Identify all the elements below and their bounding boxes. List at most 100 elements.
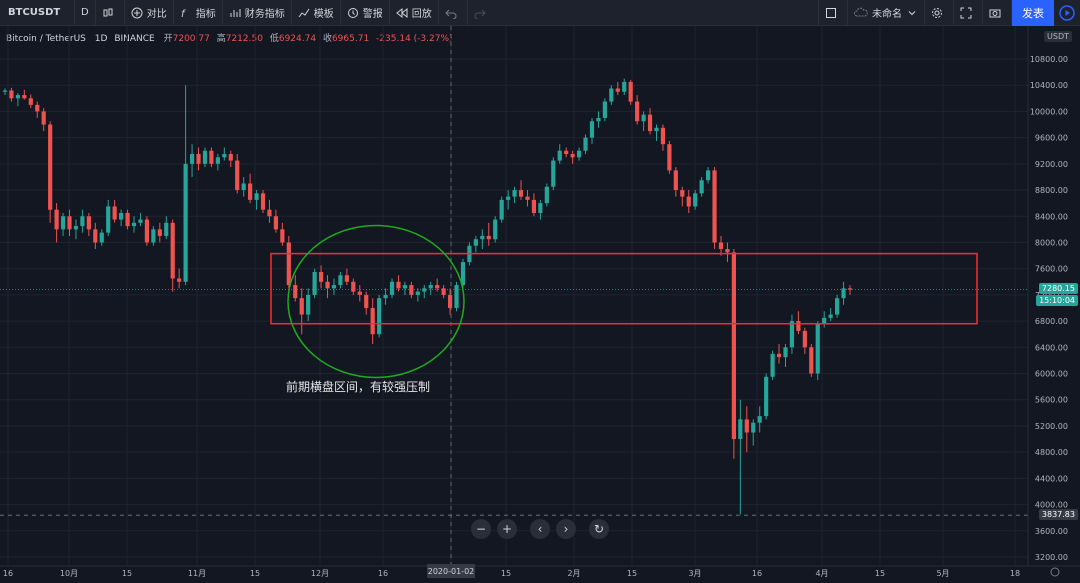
scroll-left-button[interactable]: ‹	[530, 519, 550, 539]
zoom-out-button[interactable]: −	[471, 519, 491, 539]
candle-body	[28, 98, 33, 105]
chart-scroll: ‹ ›	[530, 519, 576, 539]
candle-body	[615, 88, 620, 92]
layout-name: 未命名	[872, 9, 902, 20]
candle-body	[318, 271, 324, 282]
legend-high-label: 高	[216, 34, 226, 44]
legend-open-label: 开	[163, 34, 173, 44]
candle	[447, 288, 453, 315]
time-tick-label: 4月	[815, 569, 828, 578]
candle	[493, 216, 498, 243]
layout-name-button[interactable]: 未命名	[848, 0, 925, 26]
time-tick-label: 2月	[567, 569, 580, 578]
candle-body	[2, 90, 8, 92]
interval-button[interactable]: D	[75, 0, 96, 26]
candle	[506, 190, 511, 210]
compare-label: 对比	[146, 9, 167, 20]
layout-toggle[interactable]	[818, 0, 848, 26]
financials-button[interactable]: 财务指标	[223, 0, 292, 26]
candle-body	[847, 288, 853, 290]
candles-icon	[103, 8, 113, 16]
templates-button[interactable]: 模板	[292, 0, 341, 26]
candle-body	[306, 294, 311, 315]
publish-button[interactable]: 发表	[1012, 0, 1054, 26]
candle-body	[35, 104, 40, 112]
candle-body	[589, 121, 595, 138]
candle-body	[60, 216, 66, 230]
candle	[660, 124, 666, 151]
candle-body	[183, 163, 188, 282]
candle	[570, 150, 575, 164]
candle-body	[583, 137, 588, 151]
candle-body	[764, 376, 769, 417]
price-tick-label: 10000.00	[1030, 107, 1068, 116]
candle-body	[647, 114, 653, 132]
replay-button[interactable]: 回放	[390, 0, 439, 26]
candle-body	[215, 157, 220, 164]
candle	[9, 87, 14, 102]
candle-body	[596, 117, 601, 122]
price-tick-label: 9200.00	[1035, 160, 1068, 169]
candle	[673, 167, 678, 197]
settings-button[interactable]	[925, 0, 954, 26]
scroll-right-button[interactable]: ›	[556, 519, 576, 539]
candle-body	[377, 298, 382, 335]
candle	[344, 268, 349, 286]
fullscreen-button[interactable]	[954, 0, 983, 26]
candle-body	[506, 196, 511, 200]
candle-body	[280, 229, 285, 243]
candle	[441, 285, 446, 299]
candle	[564, 147, 569, 158]
candle-body	[525, 196, 530, 200]
candle	[454, 281, 459, 312]
candle-body	[705, 170, 711, 181]
chart-navigation: − +	[471, 519, 517, 539]
candle-body	[460, 262, 466, 286]
candle	[531, 193, 537, 217]
candle	[744, 406, 749, 453]
candle	[280, 222, 285, 246]
candle	[822, 311, 827, 328]
candle	[157, 222, 162, 243]
candle	[647, 108, 653, 135]
candle-body	[357, 291, 362, 295]
candle	[499, 196, 504, 223]
symbol-search[interactable]: BTCUSDT	[0, 0, 75, 26]
play-button[interactable]	[1054, 0, 1080, 26]
candle-body	[144, 219, 150, 243]
zoom-in-icon: +	[501, 522, 513, 536]
price-chart[interactable]: 10800.00 10400.00 10000.00 9600.00 9200.00 88…	[0, 26, 1080, 583]
snapshot-button[interactable]	[983, 0, 1012, 26]
candle	[209, 147, 214, 168]
reset-button[interactable]: ↻	[589, 519, 609, 539]
zoom-in-button[interactable]: +	[497, 519, 517, 539]
candle-body	[454, 285, 459, 308]
undo-button[interactable]	[439, 0, 468, 26]
candle	[351, 278, 356, 295]
candle	[67, 209, 72, 236]
redo-button[interactable]	[468, 0, 496, 26]
candle-body	[73, 226, 79, 230]
candle-body	[622, 81, 627, 92]
candle-body	[635, 101, 640, 122]
candle	[93, 222, 98, 250]
candle	[641, 111, 646, 132]
annotation-text[interactable]: 前期横盘区间，有较强压制	[286, 380, 431, 394]
candle	[106, 199, 111, 236]
candle	[576, 147, 582, 161]
chart-style-button[interactable]	[96, 0, 125, 26]
candle	[60, 212, 66, 236]
indicators-button[interactable]: f 指标	[174, 0, 223, 26]
candle-body	[770, 353, 775, 377]
candle	[267, 199, 272, 223]
candle-body	[299, 298, 304, 315]
top-toolbar: BTCUSDT D 对比 f 指标 财务指标 模板 警报 回放 未命名	[0, 0, 1080, 26]
candle	[235, 154, 240, 194]
candle-body	[486, 235, 491, 240]
candle	[183, 85, 188, 286]
compare-button[interactable]: 对比	[125, 0, 174, 26]
candle	[396, 275, 401, 292]
alert-button[interactable]: 警报	[341, 0, 390, 26]
candle	[809, 344, 814, 377]
candle	[764, 373, 769, 420]
